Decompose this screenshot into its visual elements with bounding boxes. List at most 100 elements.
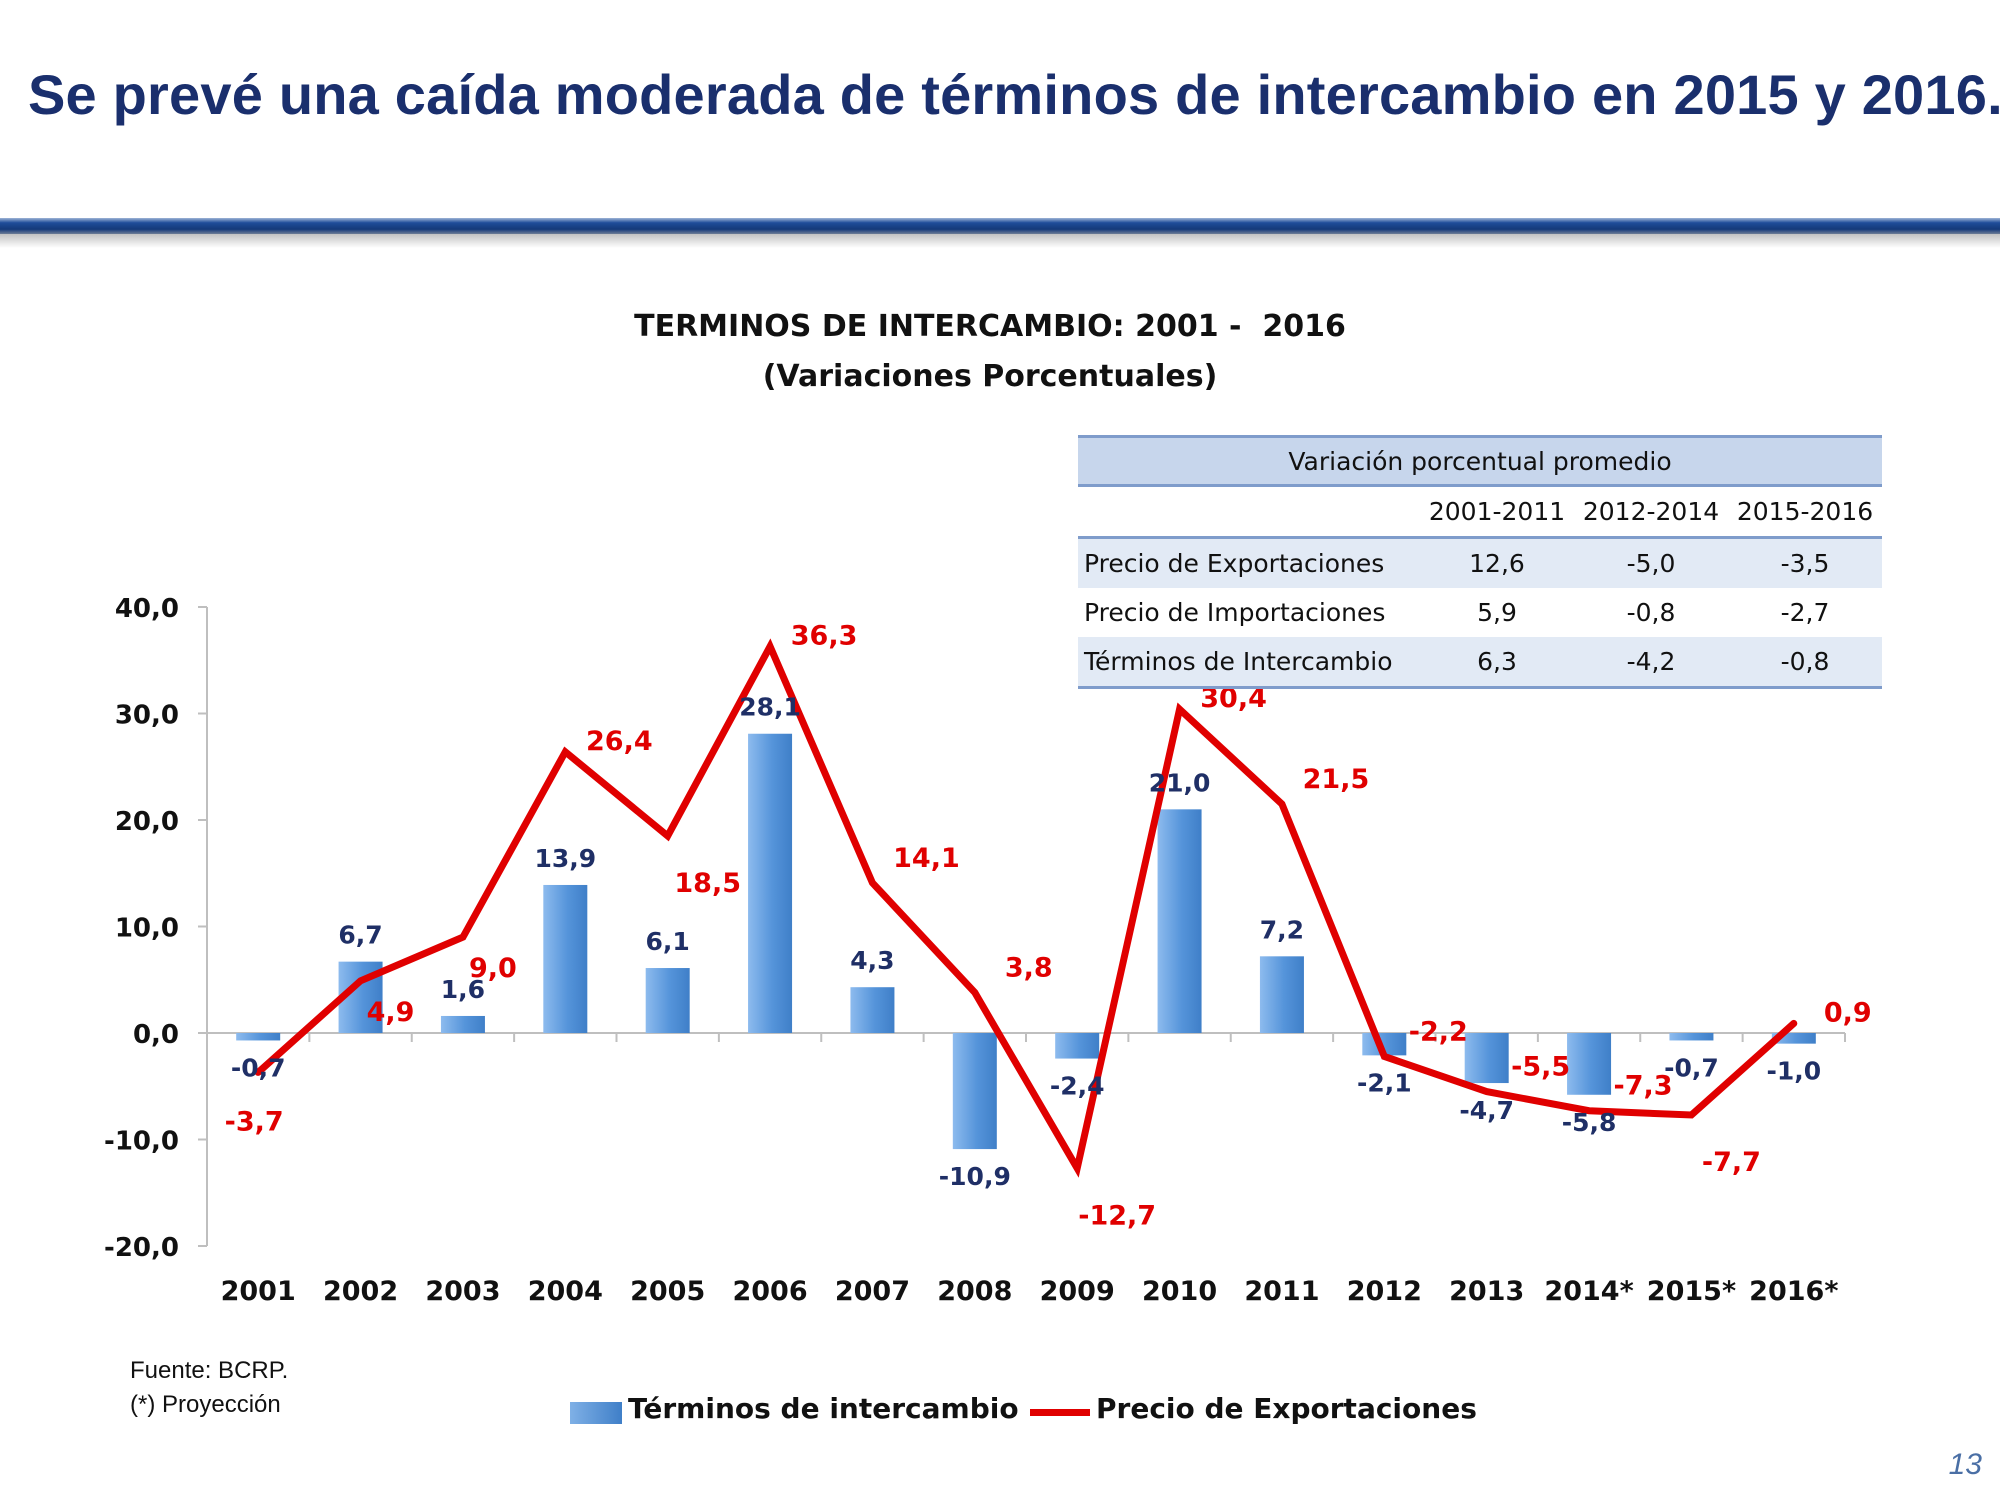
line-data-label: 0,9	[1824, 997, 1872, 1028]
line-data-label: -7,3	[1614, 1071, 1673, 1102]
page-title: Se prevé una caída moderada de términos …	[28, 63, 2000, 126]
bar-data-label: -2,1	[1357, 1068, 1412, 1097]
line-data-label: 26,4	[586, 726, 653, 757]
table-header: Variación porcentual promedio	[1078, 435, 1882, 487]
table-cell: 5,9	[1477, 598, 1517, 627]
legend-bar-swatch	[570, 1402, 622, 1424]
y-tick-label: 0,0	[133, 1020, 179, 1050]
table-row-label: Precio de Exportaciones	[1078, 537, 1420, 588]
bar	[1157, 809, 1202, 1033]
chart-title-line: TERMINOS DE INTERCAMBIO: 2001 - 2016	[634, 309, 1346, 344]
bar	[1055, 1033, 1100, 1059]
table-cell: -4,2	[1574, 637, 1728, 689]
projection-note: (*) Proyección	[130, 1391, 281, 1418]
bar-data-label: 6,7	[338, 921, 382, 950]
bar	[850, 987, 895, 1033]
table-cell: -3,5	[1728, 537, 1882, 588]
line-data-label: -3,7	[225, 1106, 284, 1137]
table-header-row: Variación porcentual promedio	[1078, 435, 1882, 487]
y-tick-label: 10,0	[115, 914, 179, 944]
y-tick-label: -20,0	[104, 1233, 179, 1263]
bar-data-label: -2,4	[1050, 1072, 1105, 1101]
x-tick-label: 2010	[1142, 1276, 1217, 1307]
line-data-label: 21,5	[1303, 764, 1370, 795]
x-tick-label: 2008	[937, 1276, 1012, 1307]
line-data-label: -12,7	[1078, 1200, 1156, 1231]
chart-title: TERMINOS DE INTERCAMBIO: 2001 - 2016 (Va…	[540, 302, 1440, 402]
source-note: Fuente: BCRP. (*) Proyección	[130, 1354, 288, 1422]
x-tick-label: 2004	[528, 1276, 603, 1307]
average-variation-table: Variación porcentual promedio 2001-2011 …	[1078, 435, 1882, 689]
legend-item-export-price: Precio de Exportaciones	[1030, 1392, 1477, 1425]
legend-line-swatch	[1030, 1409, 1090, 1416]
x-tick-label: 2005	[630, 1276, 705, 1307]
bar	[1567, 1033, 1612, 1095]
line-data-label: 36,3	[791, 620, 858, 651]
line-data-label: 30,4	[1200, 683, 1267, 714]
bar	[1771, 1033, 1816, 1044]
bar-data-label: 7,2	[1260, 915, 1304, 944]
line-data-label: 9,0	[469, 953, 517, 984]
y-tick-label: 40,0	[115, 594, 179, 624]
table-row: Precio de Exportaciones 12,6 -5,0 -3,5	[1078, 537, 1882, 588]
x-tick-label: 2001	[221, 1276, 296, 1307]
line-data-label: 14,1	[893, 843, 960, 874]
line-series	[254, 638, 1798, 1178]
table-row: Precio de Importaciones 5,9 -0,8 -2,7	[1078, 588, 1882, 637]
table-period: 2015-2016	[1728, 485, 1882, 539]
bar	[645, 968, 690, 1033]
bar	[1669, 1033, 1714, 1041]
line-data-label: -5,5	[1511, 1052, 1570, 1083]
data-labels: -0,7 6,7 1,6 13,9 6,1 28,1 4,3 -10,9 -2,4 21,0 7,2…	[225, 620, 1872, 1231]
bar-data-label: 28,1	[739, 693, 801, 722]
legend-item-terms: Términos de intercambio	[570, 1392, 1019, 1425]
title-rule-shadow	[0, 234, 2000, 248]
table-row: Términos de Intercambio 6,3 -4,2 -0,8	[1078, 637, 1882, 689]
bar-data-label: -0,7	[231, 1053, 286, 1082]
x-tick-label: 2014*	[1544, 1276, 1633, 1307]
bar-data-label: -10,9	[939, 1162, 1011, 1191]
x-tick-label: 2013	[1449, 1276, 1524, 1307]
bar-data-label: 21,0	[1149, 768, 1211, 797]
line-data-label: -2,2	[1409, 1016, 1468, 1047]
x-tick-label: 2011	[1244, 1276, 1319, 1307]
table-cell: -2,7	[1780, 598, 1830, 627]
bar	[236, 1033, 281, 1041]
table-period: 2012-2014	[1574, 485, 1728, 539]
line-data-label: 4,9	[367, 997, 415, 1028]
x-tick-label: 2015*	[1647, 1276, 1736, 1307]
bar	[440, 1015, 485, 1033]
line-data-label: -7,7	[1702, 1147, 1761, 1178]
bar	[543, 884, 588, 1033]
export-price-line	[254, 638, 1798, 1178]
bar-data-label: 4,3	[850, 946, 894, 975]
bar-data-label: -0,7	[1664, 1053, 1719, 1082]
table-cell: 6,3	[1420, 637, 1574, 689]
table-cell: -0,8	[1728, 637, 1882, 689]
bar-data-label: 6,1	[646, 927, 690, 956]
source-text: Fuente: BCRP.	[130, 1357, 289, 1384]
table-row-label: Precio de Importaciones	[1084, 598, 1386, 627]
page-number: 13	[1948, 1448, 1982, 1481]
x-tick-label: 2009	[1040, 1276, 1115, 1307]
chart-subtitle-line: (Variaciones Porcentuales)	[762, 359, 1218, 394]
bar	[952, 1033, 997, 1150]
table-cell: -5,0	[1574, 537, 1728, 588]
table-cell: -0,8	[1626, 598, 1676, 627]
bar	[1464, 1033, 1509, 1084]
x-tick-label: 2007	[835, 1276, 910, 1307]
y-tick-label: 20,0	[115, 807, 179, 837]
table-row-label: Términos de Intercambio	[1078, 637, 1420, 689]
line-data-label: 3,8	[1005, 953, 1053, 984]
bar-data-label: -5,8	[1562, 1108, 1617, 1137]
legend-label: Precio de Exportaciones	[1096, 1392, 1477, 1425]
x-tick-label: 2012	[1347, 1276, 1422, 1307]
y-tick-label: 30,0	[115, 701, 179, 731]
x-tick-label: 2003	[425, 1276, 500, 1307]
table-period: 2001-2011	[1420, 485, 1574, 539]
bar-data-label: 1,6	[441, 975, 485, 1004]
x-tick-label: 2006	[732, 1276, 807, 1307]
bar	[1259, 956, 1304, 1033]
bar-data-label: -4,7	[1459, 1096, 1514, 1125]
